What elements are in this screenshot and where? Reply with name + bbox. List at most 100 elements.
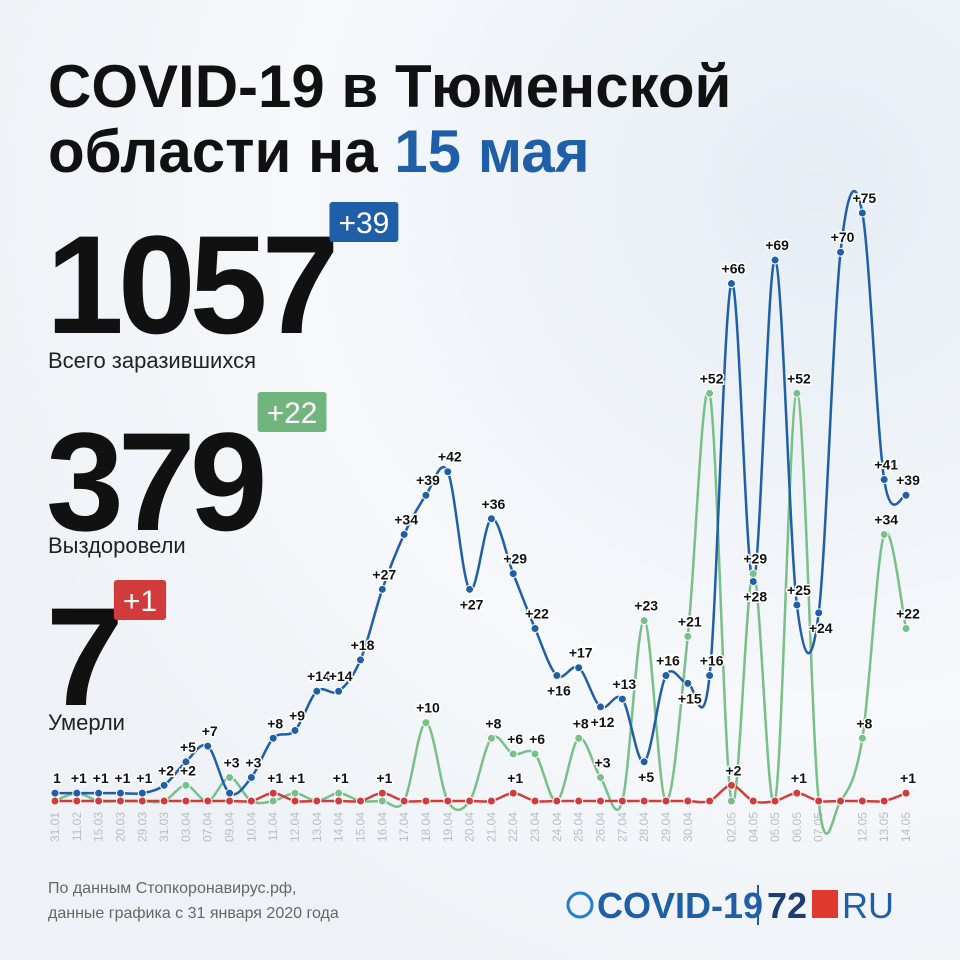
stat-label: Выздоровели (48, 533, 186, 558)
data-point (683, 678, 693, 688)
data-point (879, 529, 889, 539)
data-point (574, 663, 584, 673)
data-point (574, 733, 584, 743)
data-label: +16 (547, 683, 571, 699)
data-label: +2 (725, 762, 741, 778)
data-point (530, 796, 540, 806)
data-label: +66 (722, 261, 746, 277)
data-label: +29 (503, 551, 527, 567)
data-label: +22 (896, 606, 920, 622)
data-point (792, 600, 802, 610)
data-point (181, 757, 191, 767)
data-label: +22 (525, 606, 549, 622)
x-tick-label: 31.01 (48, 812, 62, 842)
x-tick-label: 12.05 (855, 812, 869, 842)
data-point (181, 780, 191, 790)
x-tick-label: 16.04 (375, 812, 389, 842)
data-label: +7 (202, 723, 218, 739)
data-point (72, 796, 82, 806)
series-line (54, 784, 907, 804)
data-label: 1 (53, 770, 61, 786)
logo-covid: COVID-19 (597, 885, 763, 926)
data-label: +52 (700, 370, 724, 386)
data-label: +28 (743, 588, 767, 604)
x-tick-label: 22.04 (506, 812, 520, 842)
data-label: +13 (612, 676, 636, 692)
data-label: +1 (267, 770, 283, 786)
data-label: +39 (896, 472, 920, 488)
x-tick-label: 24.04 (550, 812, 564, 842)
data-point (814, 608, 824, 618)
data-point (50, 788, 60, 798)
data-point (792, 388, 802, 398)
data-point (617, 694, 627, 704)
data-point (465, 584, 475, 594)
data-point (225, 772, 235, 782)
data-label: +34 (874, 511, 898, 527)
data-point (334, 788, 344, 798)
data-point (486, 514, 496, 524)
data-point (246, 796, 256, 806)
data-label: +6 (529, 731, 545, 747)
logo-ru: RU (842, 885, 894, 926)
stat-value: 7 (46, 578, 118, 735)
data-point (639, 757, 649, 767)
data-label: +16 (700, 653, 724, 669)
data-point (443, 796, 453, 806)
x-tick-label: 03.04 (179, 812, 193, 842)
x-tick-label: 13.04 (310, 812, 324, 842)
data-point (421, 796, 431, 806)
stat-change: +39 (338, 207, 389, 240)
data-point (683, 631, 693, 641)
x-tick-label: 14.05 (899, 812, 913, 842)
data-point (355, 796, 365, 806)
data-point (661, 796, 671, 806)
stat-badge (329, 202, 399, 242)
data-point (857, 796, 867, 806)
data-point (50, 796, 60, 806)
data-label: +1 (791, 770, 807, 786)
x-tick-label: 02.05 (724, 812, 738, 842)
data-point (312, 796, 322, 806)
x-tick-label: 17.04 (397, 812, 411, 842)
data-label: +8 (856, 715, 872, 731)
data-point (857, 208, 867, 218)
data-point (137, 788, 147, 798)
data-label: +21 (678, 613, 702, 629)
data-point (552, 671, 562, 681)
stat-value: 379 (46, 403, 263, 560)
x-tick-label: 19.04 (441, 812, 455, 842)
x-tick-label: 21.04 (484, 812, 498, 842)
data-point (705, 671, 715, 681)
data-point (268, 733, 278, 743)
data-label: +18 (351, 637, 375, 653)
data-label: +5 (180, 739, 196, 755)
data-point (857, 733, 867, 743)
data-point (115, 788, 125, 798)
data-label: +1 (507, 770, 523, 786)
data-point (770, 796, 780, 806)
data-point (508, 749, 518, 759)
data-point (770, 255, 780, 265)
x-tick-label: 11.02 (70, 812, 84, 841)
data-label: +1 (93, 770, 109, 786)
logo-icon (566, 891, 594, 919)
data-point (508, 569, 518, 579)
data-label: +3 (595, 754, 611, 770)
title: COVID-19 в Тюменской (48, 53, 731, 120)
data-label: +1 (333, 770, 349, 786)
data-point (268, 788, 278, 798)
data-label: +16 (656, 653, 680, 669)
logo-square (812, 890, 838, 918)
x-tick-label: 18.04 (419, 812, 433, 842)
data-label: +42 (438, 449, 462, 465)
footer-text: данные графика с 31 января 2020 года (48, 905, 339, 922)
data-point (726, 279, 736, 289)
stat-change: +22 (267, 397, 318, 430)
x-tick-label: 14.04 (332, 812, 346, 842)
data-label: +39 (416, 472, 440, 488)
data-point (399, 796, 409, 806)
data-label: +36 (482, 496, 506, 512)
data-point (901, 624, 911, 634)
